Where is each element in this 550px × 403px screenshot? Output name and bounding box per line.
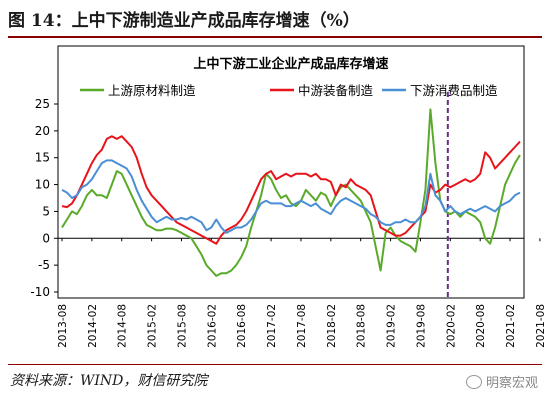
y-tick-label: 25 <box>35 97 50 111</box>
figure-title: 图 14：上中下游制造业产成品库存增速（%） <box>8 11 360 31</box>
x-tick-label: 2020-08 <box>475 304 487 348</box>
watermark: 明察宏观 <box>465 372 538 391</box>
x-tick-label: 2014-02 <box>87 304 99 348</box>
y-tick-label: 5 <box>42 204 50 218</box>
y-tick-label: 15 <box>35 151 50 165</box>
x-tick-label: 2020-02 <box>445 304 457 348</box>
x-tick-label: 2016-08 <box>236 304 248 348</box>
x-tick-label: 2021-02 <box>505 304 517 348</box>
x-tick-label: 2016-02 <box>206 304 218 348</box>
y-tick-label: 0 <box>42 231 50 245</box>
x-tick-label: 2014-08 <box>117 304 129 348</box>
y-tick-label: -5 <box>38 258 50 272</box>
y-tick-label: 20 <box>35 124 50 138</box>
source-note: 资料来源：WIND，财信研究院 <box>10 373 208 389</box>
x-tick-label: 2018-08 <box>356 304 368 348</box>
chart-title: 上中下游工业企业产成品库存增速 <box>193 56 388 72</box>
x-tick-label: 2015-08 <box>176 304 188 348</box>
legend-label-1: 中游装备制造 <box>298 83 374 98</box>
y-tick-label: -10 <box>30 285 50 299</box>
series-line-1 <box>61 135 521 245</box>
series-line-2 <box>61 159 521 234</box>
footer-rule <box>8 364 542 365</box>
x-tick-label: 2018-02 <box>326 304 338 348</box>
y-tick-label: 10 <box>35 178 50 192</box>
x-tick-label: 2019-08 <box>415 304 427 348</box>
x-tick-label: 2021-08 <box>535 304 547 348</box>
plot-frame <box>57 45 525 299</box>
x-tick-label: 2017-02 <box>266 304 278 348</box>
legend-label-2: 下游消费品制造 <box>410 83 498 98</box>
x-tick-label: 2019-02 <box>386 304 398 348</box>
x-tick-label: 2013-08 <box>57 304 69 348</box>
x-tick-label: 2017-08 <box>296 304 308 348</box>
series-lines <box>61 108 521 277</box>
legend: 上游原材料制造 中游装备制造 下游消费品制造 <box>80 83 498 98</box>
axes: -10 -5 0 5 10 15 20 25 2013-08 2014-02 2014-08 2015… <box>30 92 547 348</box>
title-rule <box>8 36 542 38</box>
watermark-label: 明察宏观 <box>485 376 538 391</box>
legend-label-0: 上游原材料制造 <box>108 83 196 98</box>
x-tick-label: 2015-02 <box>147 304 159 348</box>
wechat-icon <box>465 374 482 389</box>
